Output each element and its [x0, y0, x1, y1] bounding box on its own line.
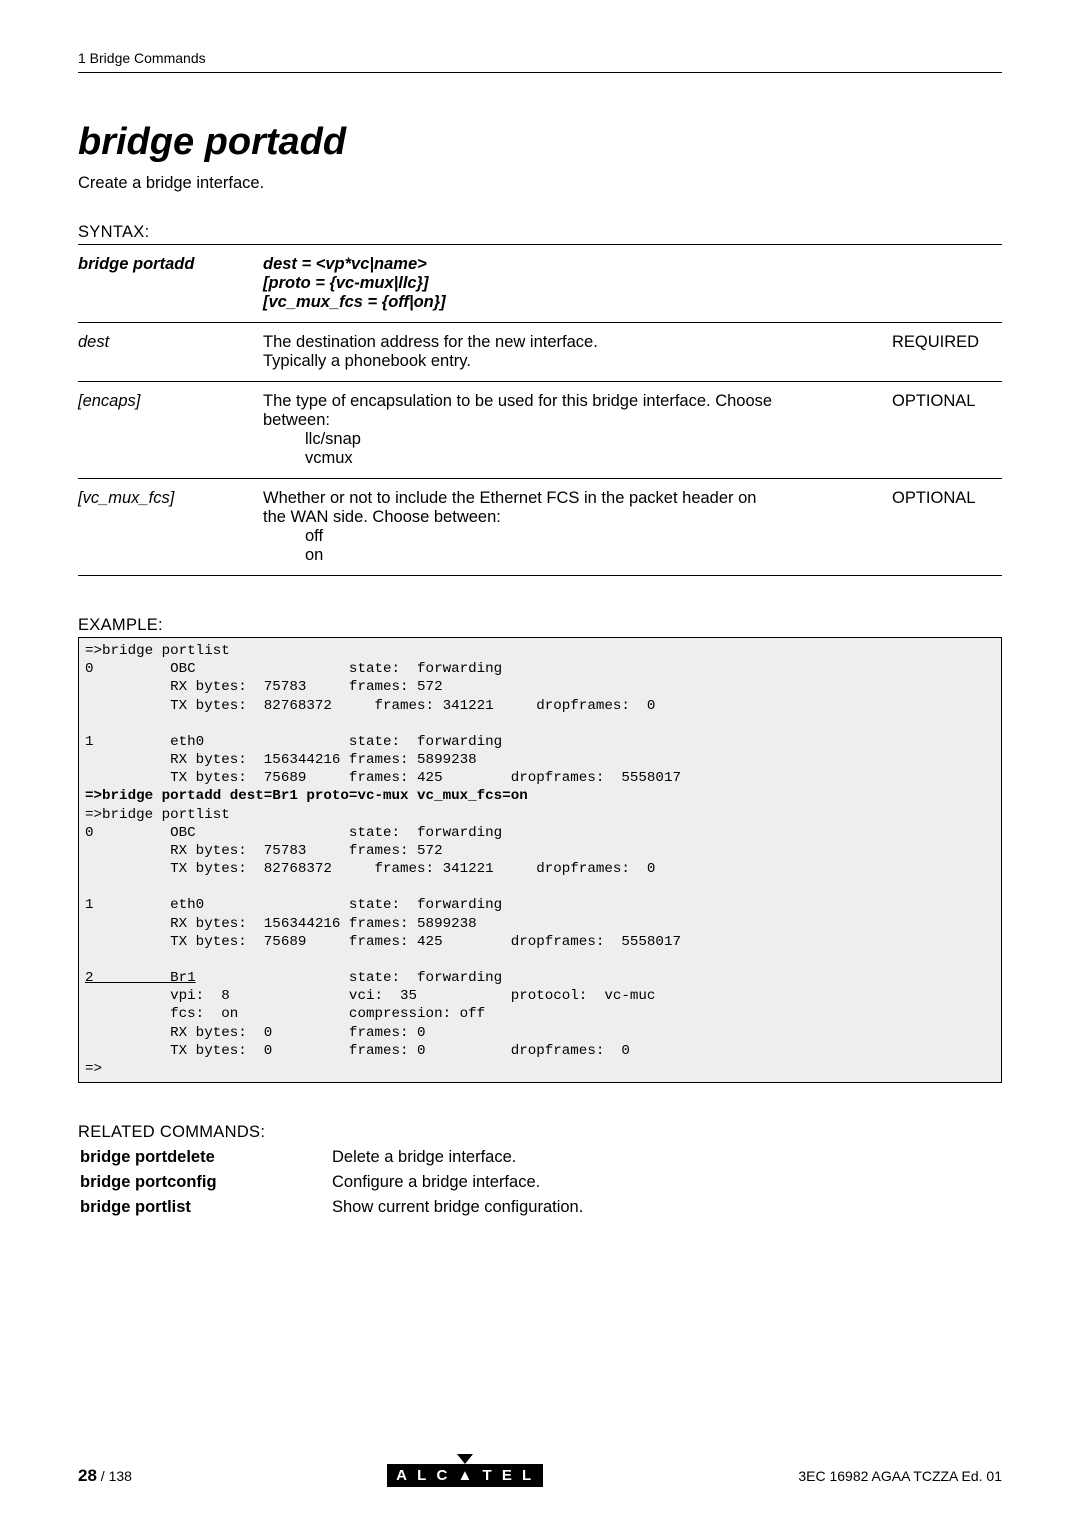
command-description: Create a bridge interface.	[78, 174, 1002, 193]
chapter-header: 1 Bridge Commands	[78, 50, 1002, 73]
rel-portlist-desc: Show current bridge configuration.	[332, 1196, 583, 1219]
param-dest: dest	[78, 323, 263, 382]
rel-portconfig-desc: Configure a bridge interface.	[332, 1171, 583, 1194]
syntax-table: bridge portadd dest = <vp*vc|name> [prot…	[78, 244, 1002, 576]
param-encaps: [encaps]	[78, 382, 263, 479]
param-vcmuxfcs: [vc_mux_fcs]	[78, 479, 263, 576]
syntax-args: dest = <vp*vc|name> [proto = {vc-mux|llc…	[263, 245, 1002, 323]
syntax-heading: SYNTAX:	[78, 223, 1002, 242]
rel-portdelete: bridge portdelete	[80, 1146, 330, 1169]
example-block: =>bridge portlist 0 OBC state: forwardin…	[78, 637, 1002, 1083]
param-dest-text: The destination address for the new inte…	[263, 323, 892, 382]
param-vcmuxfcs-text: Whether or not to include the Ethernet F…	[263, 479, 892, 576]
alcatel-logo: A L C ▲ T E L	[387, 1464, 543, 1487]
command-title: bridge portadd	[78, 121, 1002, 164]
example-heading: EXAMPLE:	[78, 616, 1002, 635]
param-dest-req: REQUIRED	[892, 323, 1002, 382]
related-heading: RELATED COMMANDS:	[78, 1123, 1002, 1142]
rel-portconfig: bridge portconfig	[80, 1171, 330, 1194]
page-number: 28 / 138	[78, 1466, 132, 1486]
rel-portlist: bridge portlist	[80, 1196, 330, 1219]
param-encaps-req: OPTIONAL	[892, 382, 1002, 479]
doc-id: 3EC 16982 AGAA TCZZA Ed. 01	[798, 1468, 1002, 1484]
syntax-cmd: bridge portadd	[78, 245, 263, 323]
related-table: bridge portdeleteDelete a bridge interfa…	[78, 1144, 585, 1221]
rel-portdelete-desc: Delete a bridge interface.	[332, 1146, 583, 1169]
param-vcmuxfcs-req: OPTIONAL	[892, 479, 1002, 576]
param-encaps-text: The type of encapsulation to be used for…	[263, 382, 892, 479]
page-footer: 28 / 138 A L C ▲ T E L 3EC 16982 AGAA TC…	[78, 1464, 1002, 1487]
